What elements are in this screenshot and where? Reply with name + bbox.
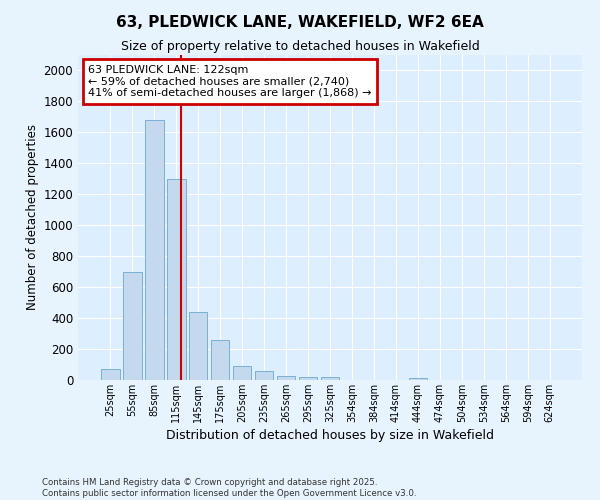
Bar xyxy=(211,340,229,380)
Bar xyxy=(189,312,208,380)
Bar xyxy=(233,366,251,380)
X-axis label: Distribution of detached houses by size in Wakefield: Distribution of detached houses by size … xyxy=(166,429,494,442)
Text: Size of property relative to detached houses in Wakefield: Size of property relative to detached ho… xyxy=(121,40,479,53)
Bar xyxy=(255,372,274,380)
Text: Contains HM Land Registry data © Crown copyright and database right 2025.
Contai: Contains HM Land Registry data © Crown c… xyxy=(42,478,416,498)
Bar xyxy=(409,378,427,380)
Bar xyxy=(145,120,164,380)
Bar xyxy=(299,377,317,380)
Bar xyxy=(277,376,295,380)
Bar xyxy=(101,369,119,380)
Y-axis label: Number of detached properties: Number of detached properties xyxy=(26,124,39,310)
Bar xyxy=(123,272,142,380)
Bar xyxy=(320,377,340,380)
Text: 63 PLEDWICK LANE: 122sqm
← 59% of detached houses are smaller (2,740)
41% of sem: 63 PLEDWICK LANE: 122sqm ← 59% of detach… xyxy=(88,64,371,98)
Bar xyxy=(167,179,185,380)
Text: 63, PLEDWICK LANE, WAKEFIELD, WF2 6EA: 63, PLEDWICK LANE, WAKEFIELD, WF2 6EA xyxy=(116,15,484,30)
